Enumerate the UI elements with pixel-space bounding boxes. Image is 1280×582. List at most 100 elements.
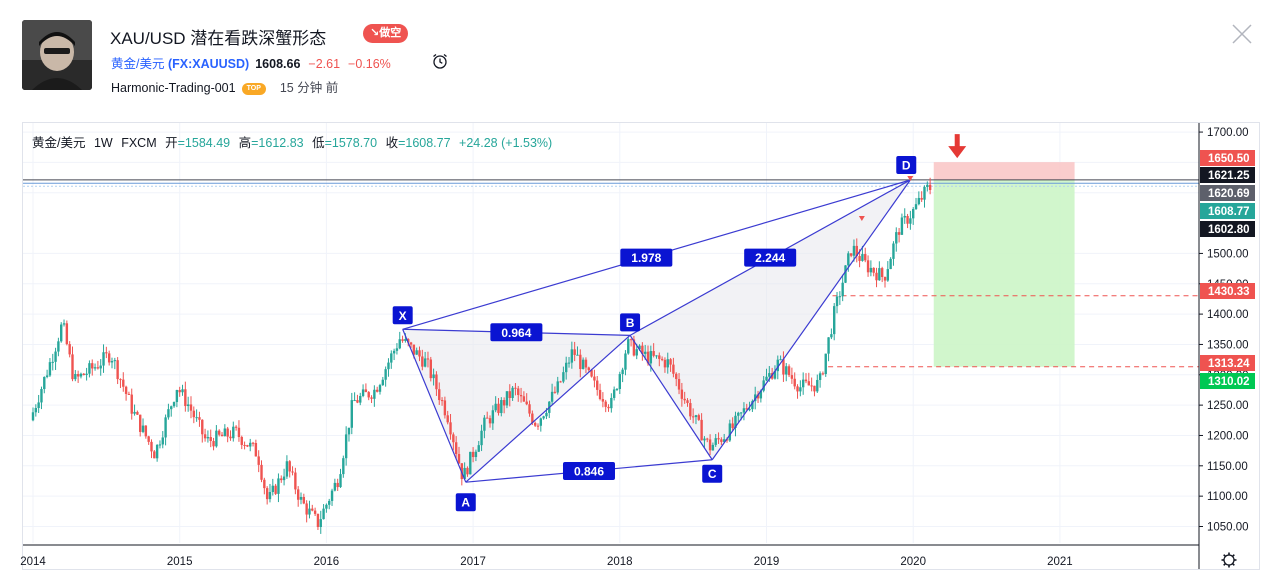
candle-body bbox=[147, 436, 150, 442]
candle-body bbox=[175, 390, 179, 403]
price-label: 1608.77 bbox=[1208, 206, 1250, 218]
price-label-bg bbox=[1200, 221, 1255, 237]
candle-body bbox=[390, 353, 393, 363]
candle-body bbox=[418, 350, 421, 357]
symbol-code[interactable]: (FX:XAUUSD) bbox=[167, 57, 250, 71]
candle-body bbox=[612, 389, 616, 398]
symbol-link[interactable]: 黄金/美元 (FX:XAUUSD) bbox=[111, 57, 249, 71]
symbol-row: 黄金/美元 (FX:XAUUSD) 1608.66 −2.61 −0.16% bbox=[111, 53, 391, 72]
candle-body bbox=[85, 373, 88, 376]
point-label-a-text: A bbox=[461, 496, 470, 510]
candle-body bbox=[912, 209, 915, 219]
pattern-leg-ab bbox=[465, 334, 631, 483]
close-icon[interactable] bbox=[1230, 22, 1254, 46]
candle-body bbox=[768, 373, 771, 377]
candle-body bbox=[178, 390, 181, 393]
candle-body bbox=[663, 359, 667, 368]
point-label-b-text: B bbox=[626, 316, 635, 330]
candle-body bbox=[756, 394, 760, 399]
candle-body bbox=[198, 417, 201, 420]
ratio-label[interactable]: 0.964 bbox=[490, 323, 543, 342]
candle-body bbox=[522, 396, 526, 402]
price-tick-label: 1050.00 bbox=[1207, 521, 1249, 533]
candle-body bbox=[361, 389, 365, 396]
candle-body bbox=[841, 282, 844, 297]
price-tick-label: 1500.00 bbox=[1207, 248, 1249, 260]
candle-body bbox=[669, 359, 672, 365]
ratio-label[interactable]: 0.846 bbox=[562, 461, 615, 480]
candle-body bbox=[880, 268, 884, 278]
candle-body bbox=[40, 389, 43, 403]
candle-body bbox=[184, 389, 187, 407]
candle-body bbox=[689, 403, 692, 417]
candle-body bbox=[88, 363, 91, 374]
candle-body bbox=[144, 425, 148, 437]
chart-container[interactable] bbox=[22, 122, 1260, 570]
alarm-clock-icon[interactable] bbox=[431, 52, 449, 70]
avatar[interactable] bbox=[22, 20, 92, 90]
candle-body bbox=[192, 410, 196, 418]
point-label-b-bg bbox=[620, 313, 641, 332]
candle-body bbox=[502, 400, 506, 406]
candle-body bbox=[799, 387, 802, 392]
candle-body bbox=[31, 412, 35, 421]
candle-body bbox=[339, 474, 342, 488]
time-tick-label: 2019 bbox=[754, 556, 780, 568]
candle-body bbox=[790, 375, 794, 379]
time-tick-label: 2015 bbox=[167, 556, 193, 568]
price-tick-label: 1350.00 bbox=[1207, 339, 1249, 351]
candle-body bbox=[488, 418, 492, 424]
candle-body bbox=[384, 369, 387, 380]
price-label-bg bbox=[1200, 355, 1255, 371]
gear-icon[interactable] bbox=[1221, 552, 1237, 568]
candle-body bbox=[649, 351, 653, 364]
symbol-name[interactable]: 黄金/美元 bbox=[111, 57, 165, 71]
candle-body bbox=[62, 323, 66, 325]
candle-body bbox=[570, 349, 574, 363]
candle-body bbox=[542, 416, 545, 419]
candle-body bbox=[395, 348, 399, 351]
ratio-label[interactable]: 1.978 bbox=[620, 248, 673, 267]
author-name[interactable]: Harmonic-Trading-001 bbox=[111, 81, 236, 95]
candle-body bbox=[878, 268, 881, 281]
candle-body bbox=[793, 378, 796, 387]
candle-body bbox=[466, 467, 469, 475]
candle-body bbox=[604, 401, 607, 407]
point-label-d[interactable]: D bbox=[896, 156, 917, 175]
pattern-labels: X A B C D 1.978 0.964 2.244 0.846 bbox=[392, 134, 967, 512]
candle-body bbox=[920, 197, 923, 200]
candle-body bbox=[816, 379, 819, 392]
signal-marker bbox=[858, 216, 865, 222]
point-label-c[interactable]: C bbox=[702, 464, 723, 483]
pattern-leg-cd bbox=[711, 179, 911, 461]
candle-body bbox=[683, 398, 686, 401]
ratio-label-text: 1.978 bbox=[631, 251, 661, 265]
candle-body bbox=[367, 392, 370, 398]
candle-body bbox=[855, 245, 858, 257]
candle-body bbox=[477, 445, 480, 452]
candle-body bbox=[407, 339, 410, 343]
candle-body bbox=[313, 510, 317, 514]
legend-low: =1578.70 bbox=[324, 136, 378, 150]
candle-body bbox=[818, 373, 822, 380]
candle-body bbox=[322, 508, 325, 520]
point-label-b[interactable]: B bbox=[620, 313, 641, 332]
time-tick-label: 2021 bbox=[1047, 556, 1073, 568]
candle-body bbox=[265, 488, 269, 500]
ratio-label[interactable]: 2.244 bbox=[744, 248, 797, 267]
candle-body bbox=[627, 339, 630, 354]
point-label-a[interactable]: A bbox=[455, 493, 476, 512]
candle-body bbox=[43, 376, 46, 390]
candle-body bbox=[776, 359, 779, 372]
candle-body bbox=[342, 458, 345, 475]
candle-body bbox=[517, 388, 520, 395]
candle-body bbox=[635, 349, 638, 356]
point-label-x[interactable]: X bbox=[392, 306, 413, 325]
candle-body bbox=[232, 426, 235, 439]
candle-body bbox=[45, 375, 49, 377]
candle-body bbox=[294, 472, 297, 490]
candle-body bbox=[813, 385, 816, 392]
price-label-bg bbox=[1200, 150, 1255, 166]
candle-body bbox=[201, 419, 204, 435]
